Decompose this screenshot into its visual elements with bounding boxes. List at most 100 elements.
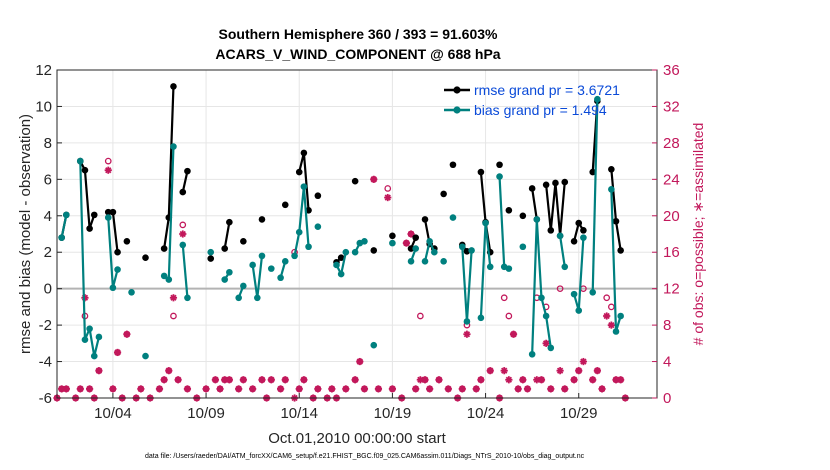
y-tick-label: 10 (35, 98, 52, 115)
asterisk-stroke (77, 385, 84, 393)
bias-point (184, 294, 191, 302)
obs-assimilated-marker (556, 367, 564, 375)
bias-point (300, 183, 308, 190)
asterisk-stroke (519, 376, 526, 383)
rmse-line-segment (531, 188, 538, 220)
bias-point (254, 294, 261, 302)
rmse-point (570, 237, 578, 245)
obs-assimilated-marker (598, 385, 606, 393)
obs-assimilated-marker (351, 376, 359, 384)
bias-point (305, 243, 312, 251)
obs-assimilated-marker (281, 376, 289, 384)
obs-possible-marker (505, 312, 513, 320)
bias-point (249, 261, 256, 269)
bias-point (81, 336, 89, 343)
asterisk-stroke (342, 385, 349, 393)
bias-point (486, 263, 494, 271)
bias-point (291, 252, 298, 260)
obs-assimilated-marker (523, 385, 532, 393)
bias-point (333, 261, 340, 269)
rmse-point (184, 167, 191, 175)
rmse-point (552, 179, 559, 187)
rmse-point (123, 237, 131, 245)
rmse-point (370, 247, 378, 254)
bias-line-segment (181, 244, 189, 298)
asterisk-stroke (533, 376, 540, 383)
rmse-point (81, 166, 89, 174)
asterisk-stroke (463, 331, 471, 338)
obs-assimilated-marker (542, 339, 550, 347)
y2-tick-label: 4 (663, 354, 671, 371)
bias-point (207, 248, 215, 256)
asterisk-stroke (95, 367, 103, 374)
y2-tick-label: 36 (663, 62, 680, 79)
obs-assimilated-marker (258, 376, 266, 384)
bias-point (608, 186, 615, 193)
bias-point (86, 325, 93, 333)
rmse-point (421, 216, 429, 223)
obs-assimilated-marker (183, 385, 192, 393)
x-axis-label: Oct.01,2010 00:00:00 start (268, 430, 446, 447)
obs-assimilated-marker (76, 385, 84, 393)
y-tick-label: 8 (44, 135, 52, 152)
obs-assimilated-marker (356, 357, 364, 366)
legend: rmse grand pr = 3.6721 bias grand pr = 1… (444, 82, 620, 118)
obs-assimilated-marker (86, 385, 94, 393)
bias-point (528, 350, 536, 358)
asterisk-stroke (179, 230, 186, 238)
asterisk-stroke (598, 385, 606, 393)
obs-assimilated-marker (407, 230, 415, 238)
rmse-point (258, 216, 266, 223)
obs-possible-marker (384, 185, 392, 192)
asterisk-stroke (170, 294, 177, 301)
bias-point (295, 228, 303, 236)
y2-tick-label: 16 (663, 244, 680, 261)
rmse-point (114, 248, 121, 256)
rmse-point (226, 218, 233, 226)
asterisk-stroke (268, 376, 275, 383)
bias-point (617, 312, 624, 320)
y2-tick-label: 0 (663, 390, 671, 407)
asterisk-stroke (212, 376, 219, 383)
rmse-point (351, 177, 359, 185)
bias-point (226, 268, 233, 276)
asterisk-stroke (417, 376, 424, 383)
bias-point (221, 276, 229, 283)
rmse-point (580, 227, 587, 234)
bias-point (179, 241, 187, 249)
obs-assimilated-marker (160, 376, 168, 384)
bias-point (370, 341, 378, 349)
asterisk-stroke (370, 176, 377, 183)
chart-title-line-2: ACARS_V_WIND_COMPONENT @ 688 hPa (215, 46, 500, 62)
rmse-line-segment (79, 160, 96, 229)
asterisk-stroke (249, 385, 256, 393)
obs-assimilated-marker (225, 376, 233, 384)
bias-point (556, 232, 564, 240)
obs-assimilated-marker (537, 376, 546, 384)
obs-possible-marker (500, 294, 508, 302)
asterisk-stroke (300, 376, 308, 383)
obs-assimilated-marker (505, 376, 513, 384)
asterisk-stroke (258, 376, 266, 383)
rmse-point (240, 237, 247, 245)
rmse-point (281, 201, 289, 209)
bias-point (538, 294, 545, 302)
asterisk-stroke (403, 239, 410, 247)
obs-assimilated-marker (579, 357, 587, 366)
asterisk-stroke (580, 358, 587, 365)
asterisk-stroke (156, 385, 163, 393)
bias-point (482, 219, 489, 227)
asterisk-stroke (538, 376, 545, 383)
obs-assimilated-marker (267, 376, 275, 384)
bias-point (342, 248, 350, 256)
legend-rmse-label: rmse grand pr = 3.6721 (474, 82, 620, 98)
rmse-point (505, 207, 513, 214)
obs-assimilated-marker (509, 330, 518, 338)
obs-assimilated-marker (155, 385, 164, 393)
bias-point (314, 223, 322, 231)
bias-point (258, 252, 266, 260)
asterisk-stroke (109, 385, 117, 393)
obs-assimilated-marker (174, 376, 182, 384)
bias-point (468, 247, 475, 254)
rmse-point (496, 161, 503, 169)
